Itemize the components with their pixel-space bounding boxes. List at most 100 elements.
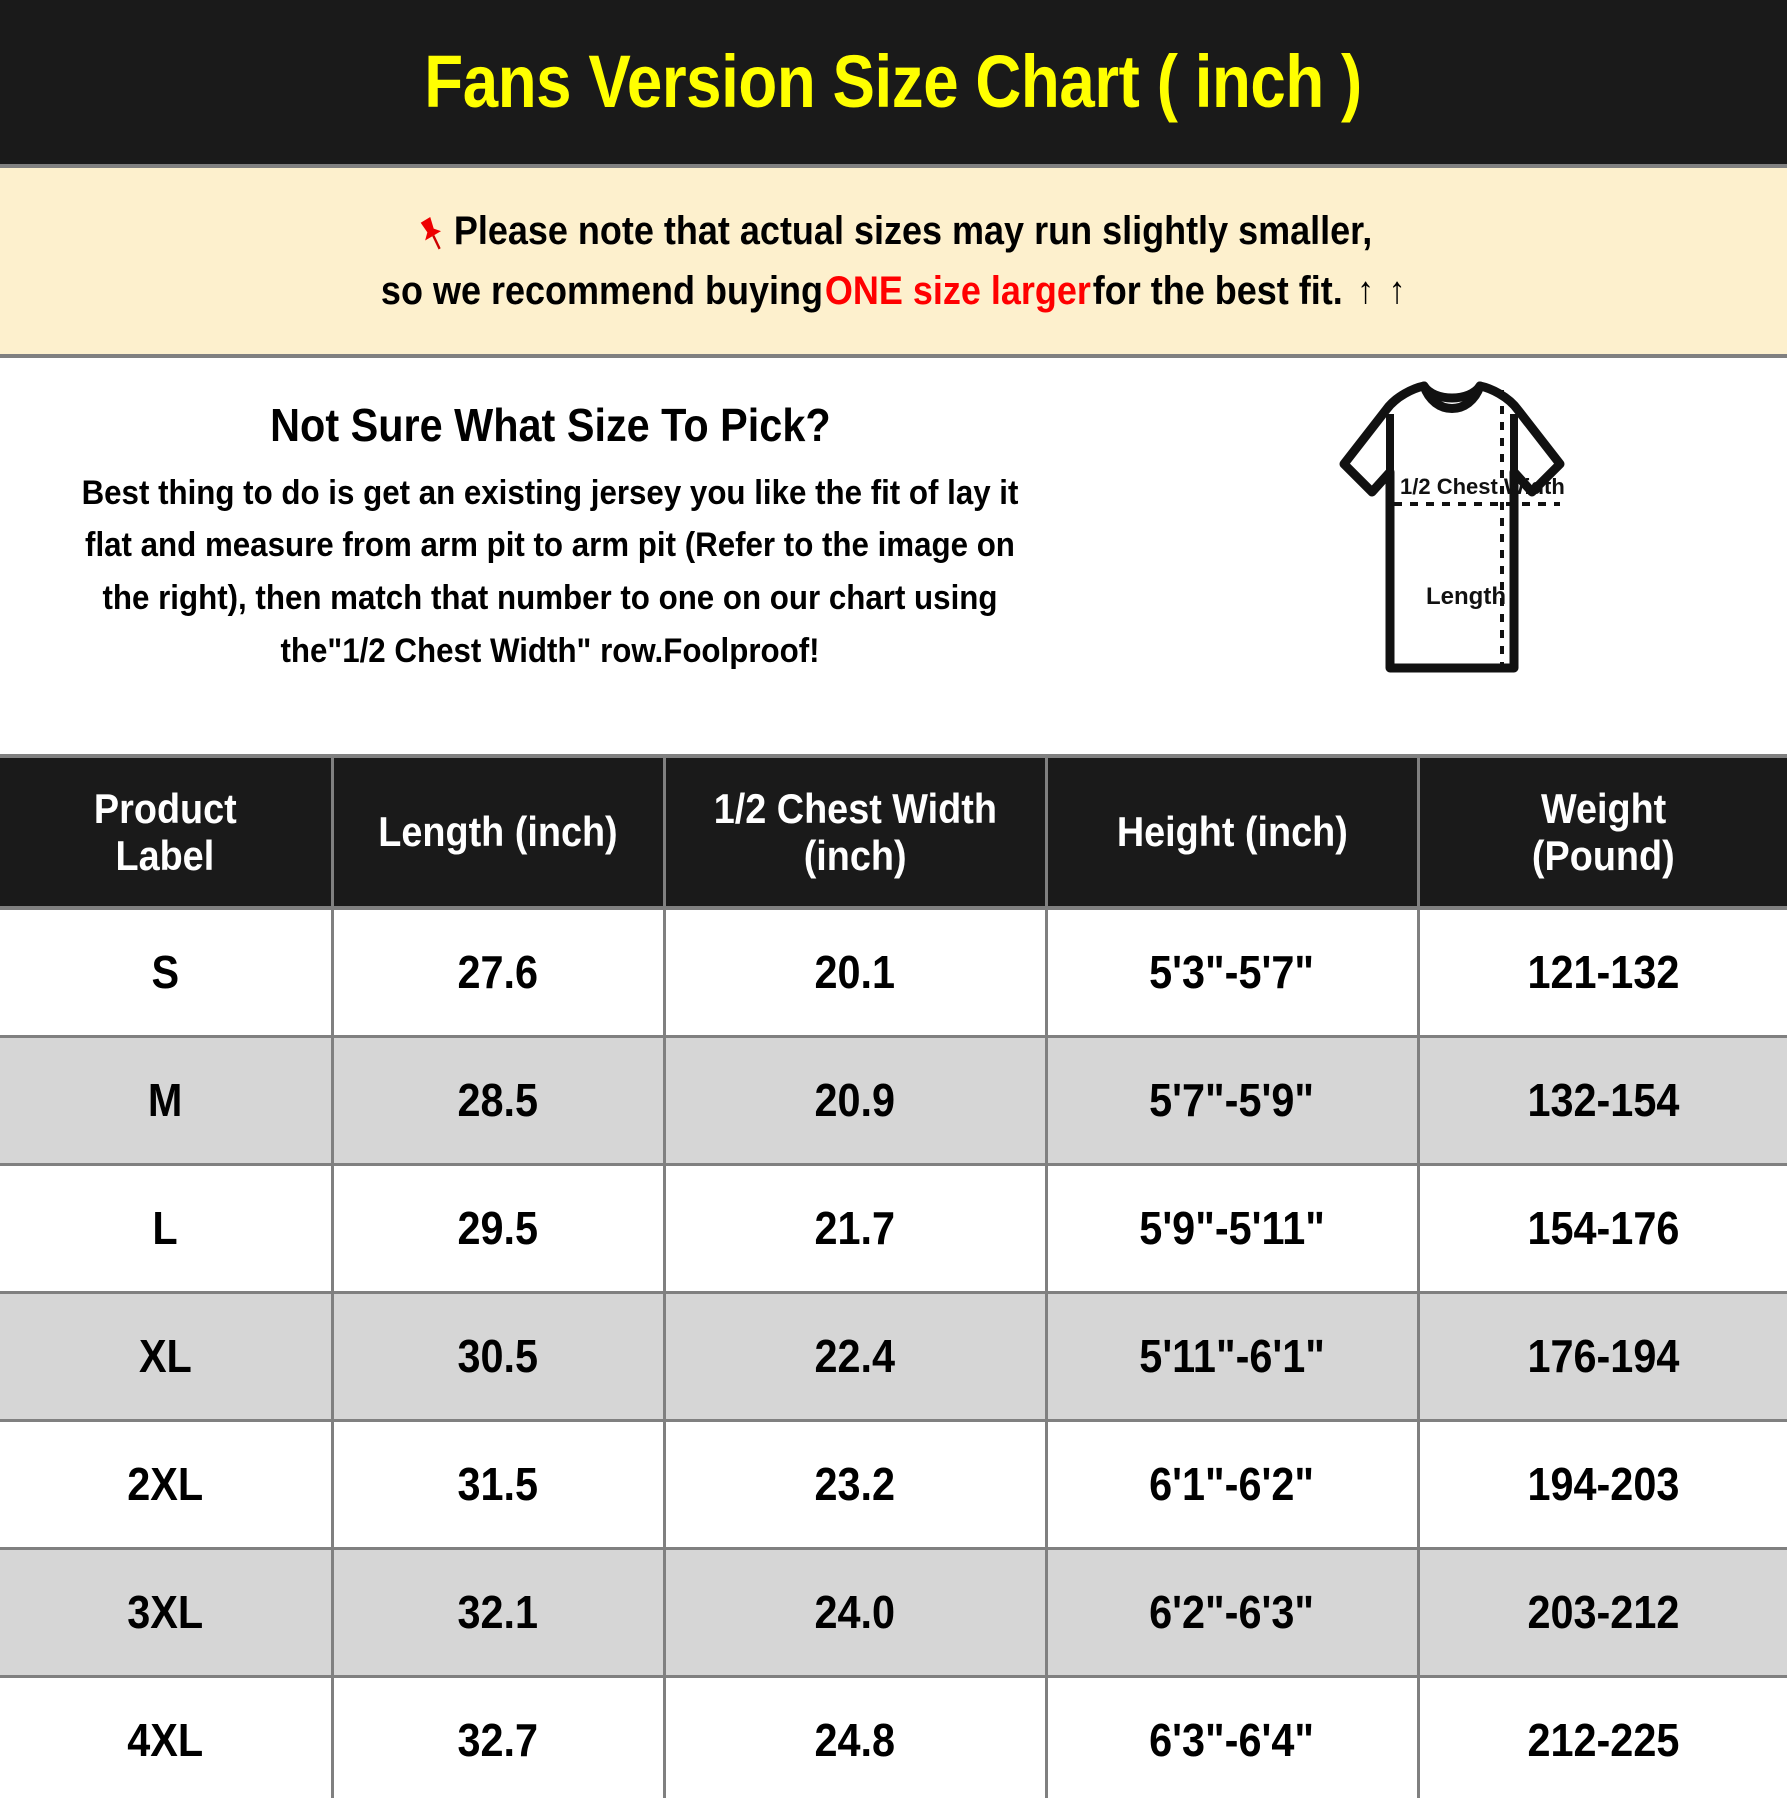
cell-text: 154-176 (1527, 1201, 1680, 1254)
title-bar: Fans Version Size Chart ( inch ) (0, 0, 1787, 168)
header-line: Label (115, 832, 215, 879)
column-header-half-chest-width: 1/2 Chest Width (inch) (664, 758, 1048, 910)
cell-length: 27.6 (332, 908, 666, 1038)
table-row: 4XL 32.7 24.8 6'3"-6'4" 212-225 (0, 1676, 1787, 1798)
column-header-height: Height (inch) (1046, 758, 1420, 910)
cell-text: 6'1"-6'2" (1149, 1457, 1315, 1510)
help-body-text: Best thing to do is get an existing jers… (81, 473, 1019, 670)
cell-text: 176-194 (1527, 1329, 1680, 1382)
cell-text: 20.1 (814, 945, 896, 998)
cell-product-label: XL (0, 1292, 334, 1422)
table-row: S 27.6 20.1 5'3"-5'7" 121-132 (0, 908, 1787, 1038)
cell-length: 30.5 (332, 1292, 666, 1422)
cell-text: 2XL (127, 1457, 204, 1510)
header-line: Height (inch) (1116, 808, 1348, 856)
cell-half-chest: 24.0 (664, 1548, 1048, 1678)
cell-text: XL (138, 1329, 192, 1382)
cell-text: 21.7 (814, 1201, 896, 1254)
red-pushpin-icon (415, 211, 451, 251)
cell-product-label: M (0, 1036, 334, 1166)
notice-line-2-suffix: for the best fit. (1092, 269, 1343, 313)
header-line: Length (inch) (378, 808, 618, 856)
cell-weight: 212-225 (1418, 1676, 1787, 1798)
cell-length: 32.1 (332, 1548, 666, 1678)
header-line: (inch) (803, 832, 907, 879)
table-body: S 27.6 20.1 5'3"-5'7" 121-132 M 28.5 20.… (0, 908, 1787, 1798)
cell-half-chest: 21.7 (664, 1164, 1048, 1294)
cell-length: 32.7 (332, 1676, 666, 1798)
cell-half-chest: 20.1 (664, 908, 1048, 1038)
cell-text: 6'2"-6'3" (1149, 1585, 1315, 1638)
cell-weight: 132-154 (1418, 1036, 1787, 1166)
cell-product-label: 3XL (0, 1548, 334, 1678)
cell-text: 4XL (127, 1714, 204, 1767)
cell-text: 5'7"-5'9" (1149, 1073, 1315, 1126)
size-chart-table: Product Label Length (inch) 1/2 Chest Wi… (0, 758, 1787, 1798)
cell-text: 23.2 (814, 1457, 896, 1510)
arrow-up-icon-1: ↑ (1357, 270, 1375, 312)
notice-line-1: Please note that actual sizes may run sl… (415, 201, 1373, 261)
cell-height: 6'1"-6'2" (1046, 1420, 1420, 1550)
page-title: Fans Version Size Chart ( inch ) (424, 40, 1363, 123)
arrow-up-icon-2: ↑ (1388, 270, 1406, 312)
cell-text: 3XL (127, 1585, 204, 1638)
cell-text: 31.5 (457, 1457, 539, 1510)
cell-text: 24.8 (814, 1714, 896, 1767)
cell-text: 6'3"-6'4" (1149, 1714, 1315, 1767)
cell-text: 194-203 (1527, 1457, 1680, 1510)
cell-weight: 121-132 (1418, 908, 1787, 1038)
cell-text: 203-212 (1527, 1585, 1680, 1638)
cell-length: 29.5 (332, 1164, 666, 1294)
cell-height: 5'11"-6'1" (1046, 1292, 1420, 1422)
column-header-product-label: Product Label (0, 758, 334, 910)
cell-text: L (152, 1201, 178, 1254)
cell-text: 132-154 (1527, 1073, 1680, 1126)
cell-weight: 176-194 (1418, 1292, 1787, 1422)
column-header-length: Length (inch) (332, 758, 666, 910)
cell-weight: 194-203 (1418, 1420, 1787, 1550)
notice-banner: Please note that actual sizes may run sl… (0, 168, 1787, 358)
cell-text: 121-132 (1527, 945, 1680, 998)
cell-length: 31.5 (332, 1420, 666, 1550)
header-line: 1/2 Chest Width (713, 784, 997, 832)
cell-product-label: 4XL (0, 1676, 334, 1798)
cell-text: 212-225 (1527, 1714, 1680, 1767)
table-row: XL 30.5 22.4 5'11"-6'1" 176-194 (0, 1292, 1787, 1422)
table-row: L 29.5 21.7 5'9"-5'11" 154-176 (0, 1164, 1787, 1294)
cell-weight: 203-212 (1418, 1548, 1787, 1678)
cell-text: 5'9"-5'11" (1139, 1201, 1325, 1254)
cell-height: 5'3"-5'7" (1046, 908, 1420, 1038)
cell-text: 20.9 (814, 1073, 896, 1126)
cell-height: 5'9"-5'11" (1046, 1164, 1420, 1294)
cell-text: 27.6 (457, 945, 539, 998)
cell-text: M (147, 1073, 183, 1126)
cell-text: 32.1 (457, 1585, 539, 1638)
cell-text: 24.0 (814, 1585, 896, 1638)
notice-line-1-text: Please note that actual sizes may run sl… (454, 209, 1373, 253)
cell-text: 22.4 (814, 1329, 896, 1382)
cell-text: 28.5 (457, 1073, 539, 1126)
column-header-weight: Weight (Pound) (1418, 758, 1787, 910)
cell-text: S (151, 945, 180, 998)
cell-height: 5'7"-5'9" (1046, 1036, 1420, 1166)
cell-half-chest: 20.9 (664, 1036, 1048, 1166)
cell-text: 29.5 (457, 1201, 539, 1254)
cell-product-label: S (0, 908, 334, 1038)
tshirt-diagram-column: 1/2 Chest Width Length (1100, 358, 1787, 676)
cell-height: 6'3"-6'4" (1046, 1676, 1420, 1798)
cell-text: 5'3"-5'7" (1149, 945, 1315, 998)
table-row: 2XL 31.5 23.2 6'1"-6'2" 194-203 (0, 1420, 1787, 1550)
cell-text: 5'11"-6'1" (1139, 1329, 1325, 1382)
cell-half-chest: 22.4 (664, 1292, 1048, 1422)
header-line: Product (93, 784, 237, 832)
cell-height: 6'2"-6'3" (1046, 1548, 1420, 1678)
table-row: 3XL 32.1 24.0 6'2"-6'3" 203-212 (0, 1548, 1787, 1678)
notice-emphasis: ONE size larger (824, 269, 1092, 313)
length-label: Length (1426, 583, 1506, 610)
cell-product-label: L (0, 1164, 334, 1294)
help-text-column: Not Sure What Size To Pick? Best thing t… (0, 358, 1100, 677)
help-heading: Not Sure What Size To Pick? (269, 399, 831, 451)
cell-product-label: 2XL (0, 1420, 334, 1550)
cell-text: 32.7 (457, 1714, 539, 1767)
